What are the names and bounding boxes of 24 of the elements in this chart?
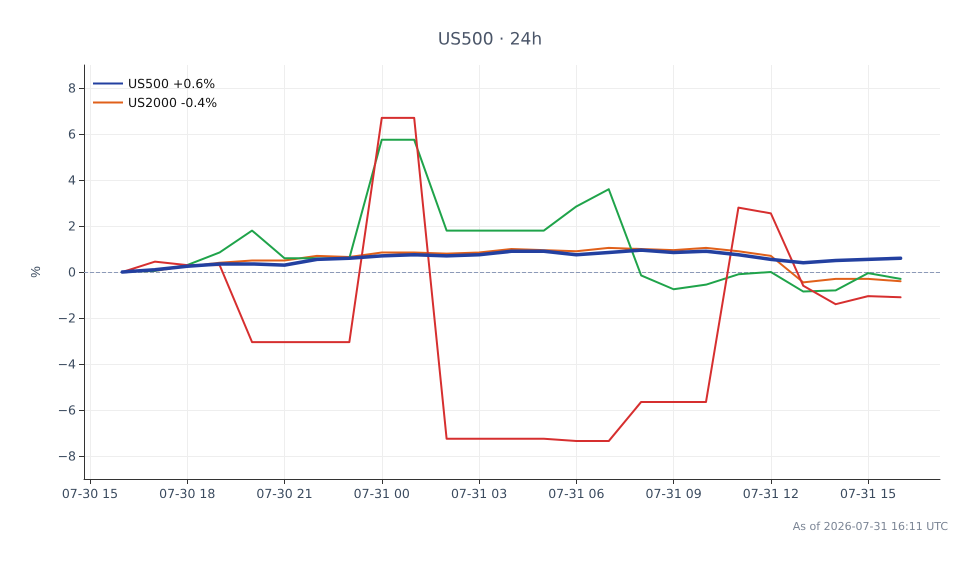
y-tick-label: 6 — [68, 126, 76, 142]
text: As of 2026-07-31 16:11 UTC — [792, 520, 948, 533]
y-tick-label: −2 — [58, 310, 76, 326]
y-tick-label: 8 — [68, 80, 76, 96]
x-tick-label: 07-31 15 — [840, 486, 896, 501]
y-tick-label: 0 — [68, 264, 76, 280]
x-tick-label: 07-31 00 — [354, 486, 410, 501]
y-tick-label: −6 — [58, 402, 76, 418]
x-tick-label: 07-31 03 — [450, 486, 508, 501]
x-tick-label: 07-30 15 — [62, 486, 118, 501]
y-axis-title: % — [28, 266, 43, 278]
x-tick-label: 07-30 21 — [256, 486, 313, 501]
legend-label: US2000 -0.4% — [128, 95, 218, 110]
y-tick-label: 4 — [68, 172, 76, 188]
y-tick-label: 2 — [68, 218, 76, 234]
legend-label: US500 +0.6% — [128, 76, 216, 91]
line-series — [120, 248, 902, 274]
x-tick-label: 07-31 09 — [645, 486, 702, 501]
y-tick-label: −8 — [58, 448, 76, 464]
x-tick-label: 07-30 18 — [159, 486, 216, 501]
x-tick-label: 07-31 12 — [742, 486, 799, 501]
chart-title: US500 · 24h — [438, 30, 542, 50]
x-tick-label: 07-31 06 — [548, 486, 604, 501]
y-tick-label: −4 — [58, 356, 76, 372]
